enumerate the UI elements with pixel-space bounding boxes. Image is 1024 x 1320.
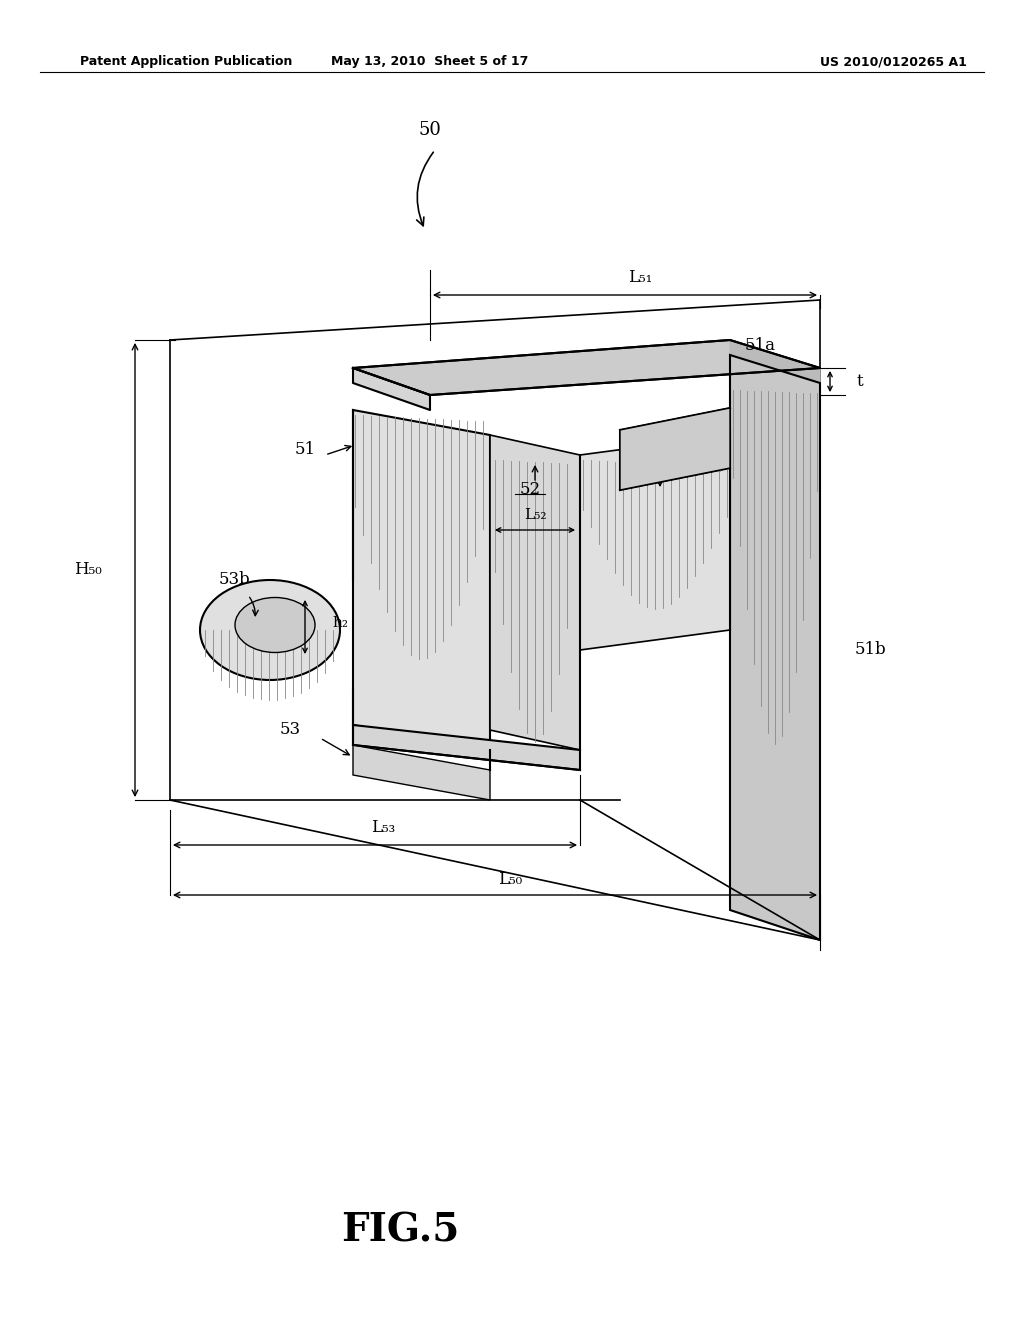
Polygon shape xyxy=(353,744,490,800)
Text: t: t xyxy=(857,374,863,391)
Polygon shape xyxy=(353,341,820,395)
Text: H₅₀: H₅₀ xyxy=(74,561,101,578)
Text: L₅₂: L₅₂ xyxy=(523,508,546,521)
Text: 51a: 51a xyxy=(744,337,775,354)
Text: Patent Application Publication: Patent Application Publication xyxy=(80,55,293,69)
Text: L₅₁: L₅₁ xyxy=(628,269,652,286)
Polygon shape xyxy=(353,411,490,750)
Text: May 13, 2010  Sheet 5 of 17: May 13, 2010 Sheet 5 of 17 xyxy=(332,55,528,69)
Text: 51: 51 xyxy=(295,441,315,458)
Text: 52: 52 xyxy=(519,482,541,499)
Text: 50: 50 xyxy=(419,121,441,139)
Text: h₁: h₁ xyxy=(682,453,698,467)
Ellipse shape xyxy=(234,598,315,652)
Polygon shape xyxy=(353,725,580,770)
Polygon shape xyxy=(580,436,730,649)
Text: L₅₀: L₅₀ xyxy=(498,871,522,888)
Polygon shape xyxy=(353,368,430,411)
Polygon shape xyxy=(620,408,730,490)
Ellipse shape xyxy=(200,579,340,680)
Text: US 2010/0120265 A1: US 2010/0120265 A1 xyxy=(820,55,967,69)
Polygon shape xyxy=(730,341,820,383)
Polygon shape xyxy=(490,436,580,750)
Text: L₅₃: L₅₃ xyxy=(371,820,395,837)
Polygon shape xyxy=(730,355,820,940)
Text: 51b: 51b xyxy=(854,642,886,659)
Text: 53b: 53b xyxy=(219,572,251,589)
Text: 53: 53 xyxy=(280,722,301,738)
Text: FIG.5: FIG.5 xyxy=(341,1210,459,1249)
Text: h₂: h₂ xyxy=(332,616,348,630)
